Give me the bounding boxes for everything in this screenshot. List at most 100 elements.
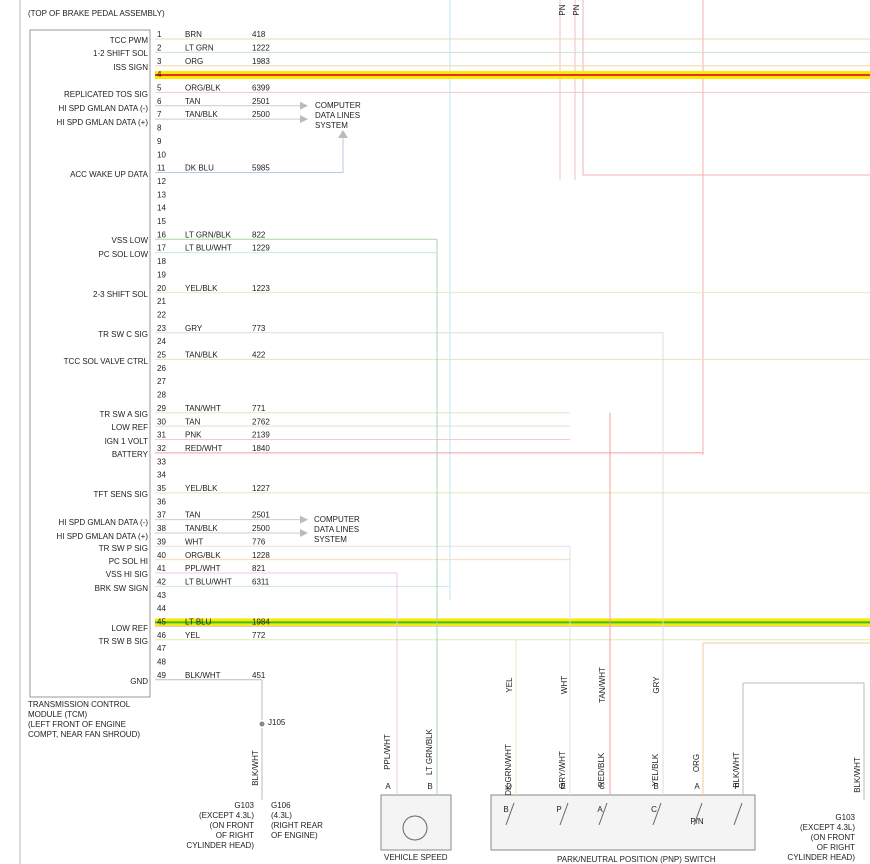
top-label: PN xyxy=(572,4,581,15)
wire-color: ORG/BLK xyxy=(185,84,221,93)
wire-color: TAN xyxy=(185,417,201,426)
arrow xyxy=(300,515,308,524)
g103-label: G103 xyxy=(234,801,254,810)
wire-color: TAN xyxy=(185,511,201,520)
pin-number: 7 xyxy=(157,110,162,119)
circuit-number: 6311 xyxy=(252,577,270,586)
pin-number: 20 xyxy=(157,284,166,293)
function-label: LOW REF xyxy=(112,624,149,633)
tcm-box xyxy=(29,29,151,698)
ground-wire: BLK/WHT xyxy=(251,750,260,786)
function-label: GND xyxy=(130,677,148,686)
pin-number: 45 xyxy=(157,618,166,627)
circuit-number: 6399 xyxy=(252,84,270,93)
vss-pin: B xyxy=(427,782,432,791)
circuit-number: 2762 xyxy=(252,417,270,426)
module-label: COMPT, NEAR FAN SHROUD) xyxy=(28,730,140,739)
pin-number: 34 xyxy=(157,471,166,480)
pnp-wire: BLK/WHT xyxy=(732,752,741,788)
wire-color: RED/WHT xyxy=(185,444,222,453)
function-label: TR SW A SIG xyxy=(100,410,148,419)
right-wire: BLK/WHT xyxy=(853,757,862,793)
pin-number: 21 xyxy=(157,297,166,306)
pin-number: 15 xyxy=(157,217,166,226)
function-label: TCC PWM xyxy=(110,36,149,45)
pin-number: 25 xyxy=(157,351,166,360)
wire-color: YEL/BLK xyxy=(185,284,218,293)
wire-color: LT BLU/WHT xyxy=(185,577,232,586)
function-label: REPLICATED TOS SIG xyxy=(64,90,148,99)
wire-color: TAN/BLK xyxy=(185,110,218,119)
pnp-pin: C xyxy=(599,782,605,791)
pin-number: 14 xyxy=(157,204,166,213)
circuit-number: 772 xyxy=(252,631,266,640)
pnp-top-wire: WHT xyxy=(560,676,569,694)
pin-number: 42 xyxy=(157,577,166,586)
g103-label: (ON FRONT xyxy=(210,821,255,830)
circuit-number: 2500 xyxy=(252,110,270,119)
pnp-pn: P/N xyxy=(690,817,704,826)
g106-label: OF ENGINE) xyxy=(271,831,318,840)
function-label: BATTERY xyxy=(112,450,149,459)
pin-number: 23 xyxy=(157,324,166,333)
pnp-top-wire: GRY xyxy=(652,676,661,694)
circuit-number: 2500 xyxy=(252,524,270,533)
pnp-top-wire: YEL xyxy=(505,677,514,693)
function-label: TCC SOL VALVE CTRL xyxy=(64,357,149,366)
g106-label: (4.3L) xyxy=(271,811,292,820)
pnp-wire: RED/BLK xyxy=(597,752,606,787)
pnp-pin: E xyxy=(560,782,565,791)
circuit-number: 1983 xyxy=(252,57,270,66)
circuit-number: 773 xyxy=(252,324,266,333)
wire-color: LT BLU xyxy=(185,618,212,627)
g106-label: (RIGHT REAR xyxy=(271,821,323,830)
wire-color: WHT xyxy=(185,537,203,546)
pin-number: 49 xyxy=(157,671,166,680)
pnp-pin: D xyxy=(506,782,512,791)
function-label: TFT SENS SIG xyxy=(93,490,148,499)
pin-number: 35 xyxy=(157,484,166,493)
pin-number: 47 xyxy=(157,644,166,653)
pnp-contact: B xyxy=(503,805,508,814)
pnp-contact: A xyxy=(597,805,603,814)
pin-number: 32 xyxy=(157,444,166,453)
pin-number: 28 xyxy=(157,391,166,400)
data-lines-label: COMPUTER xyxy=(314,515,360,524)
pin-number: 31 xyxy=(157,431,166,440)
function-label: LOW REF xyxy=(112,423,149,432)
data-lines-label: SYSTEM xyxy=(314,535,347,544)
circuit-number: 822 xyxy=(252,230,266,239)
function-label: TR SW C SIG xyxy=(98,330,148,339)
pin-number: 37 xyxy=(157,511,166,520)
pnp-contact: P xyxy=(556,805,561,814)
pin-number: 1 xyxy=(157,30,162,39)
arrow xyxy=(300,101,308,110)
wire-color: TAN/WHT xyxy=(185,404,221,413)
wire-color: GRY xyxy=(185,324,203,333)
pin-number: 38 xyxy=(157,524,166,533)
data-lines-label: DATA LINES xyxy=(314,525,359,534)
wire-color: LT BLU/WHT xyxy=(185,244,232,253)
g106-label: G106 xyxy=(271,801,291,810)
pin-number: 24 xyxy=(157,337,166,346)
pnp-wire: ORG xyxy=(692,754,701,772)
vss-box xyxy=(380,794,452,851)
pnp-contact: C xyxy=(651,805,657,814)
circuit-number: 1840 xyxy=(252,444,270,453)
function-label: VSS LOW xyxy=(112,236,149,245)
wire-color: TAN xyxy=(185,97,201,106)
function-label: BRK SW SIGN xyxy=(95,584,149,593)
pin-number: 36 xyxy=(157,497,166,506)
switch-contact xyxy=(693,802,703,826)
function-label: HI SPD GMLAN DATA (+) xyxy=(57,118,149,127)
circuit-number: 5985 xyxy=(252,164,270,173)
pin-number: 39 xyxy=(157,537,166,546)
pin-number: 6 xyxy=(157,97,162,106)
function-label: 1-2 SHIFT SOL xyxy=(93,49,149,58)
function-label: HI SPD GMLAN DATA (-) xyxy=(59,518,149,527)
function-label: ACC WAKE UP DATA xyxy=(70,170,149,179)
function-label: VSS HI SIG xyxy=(106,570,148,579)
splice xyxy=(259,721,265,727)
pin-number: 22 xyxy=(157,310,166,319)
g103-label: OF RIGHT xyxy=(216,831,254,840)
